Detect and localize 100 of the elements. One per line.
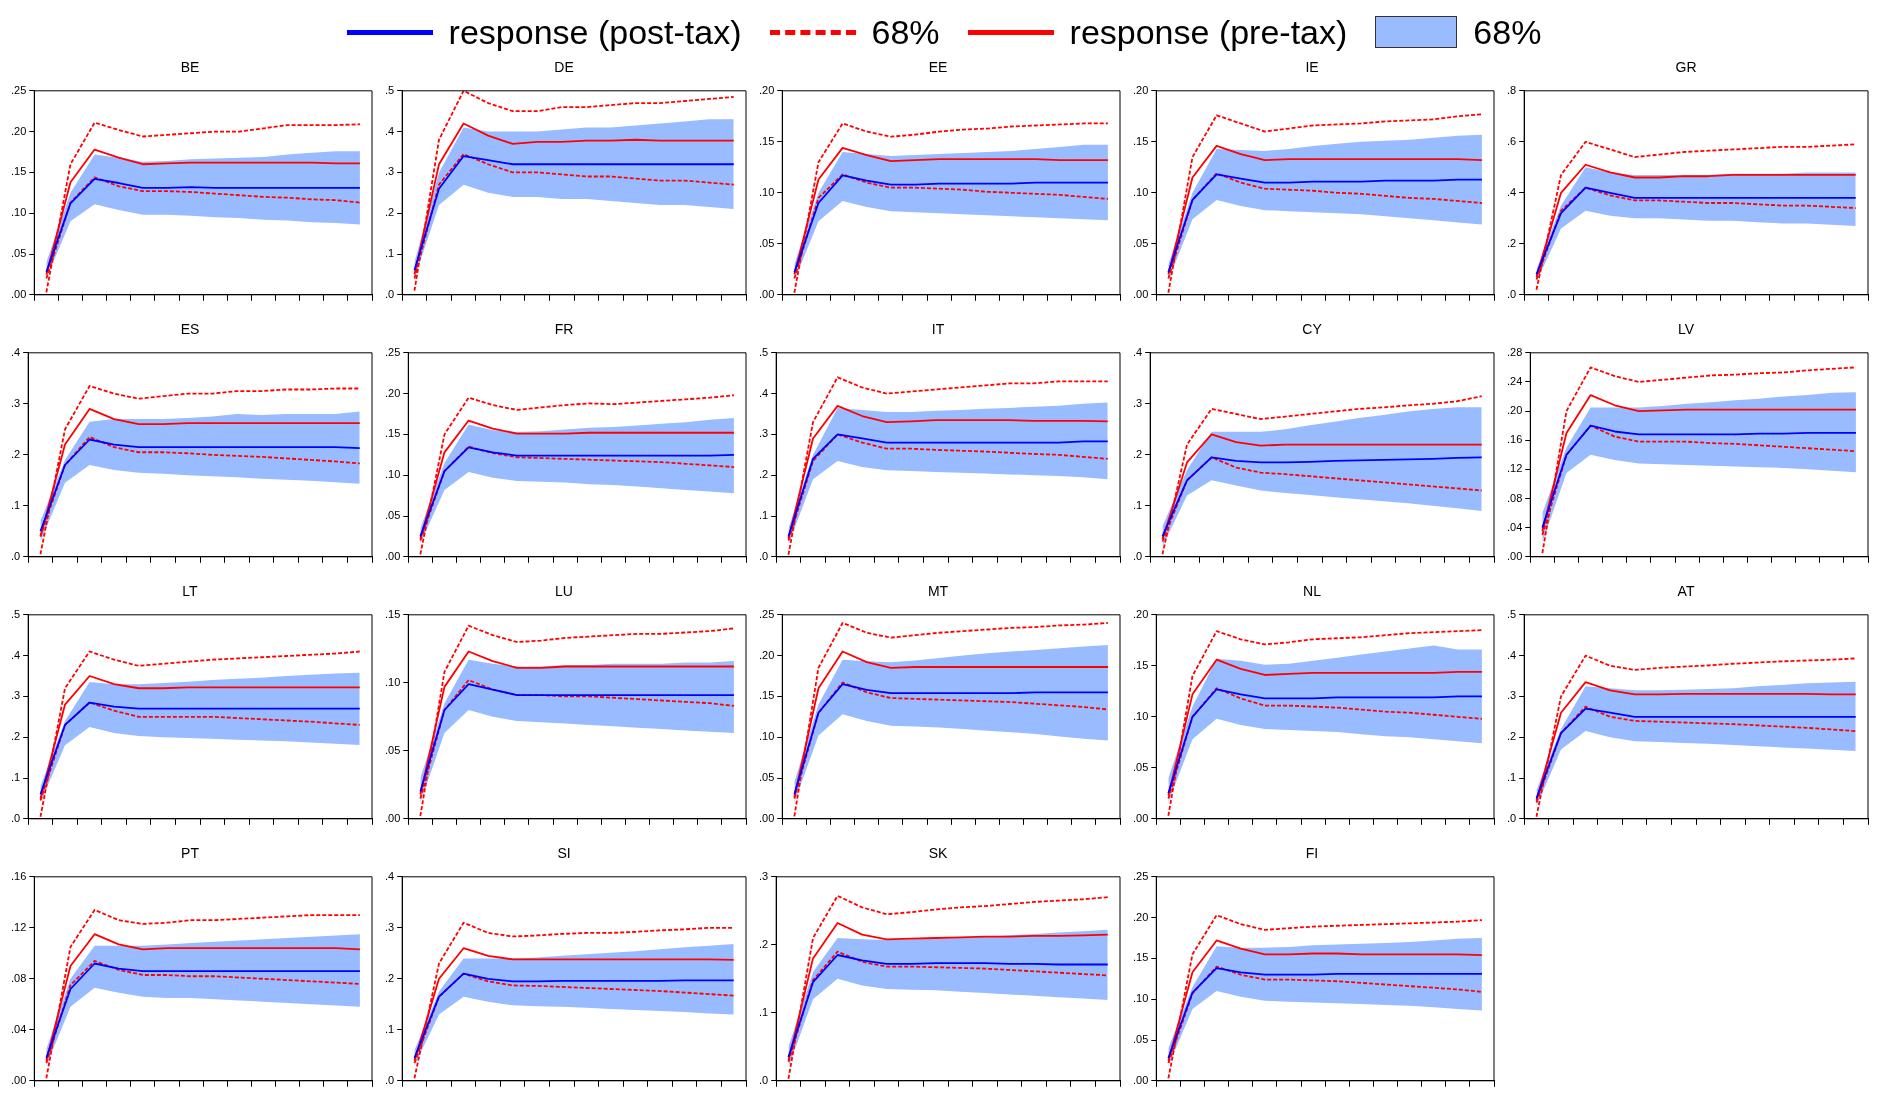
legend-label: 68%: [1473, 12, 1542, 52]
y-tick-label: .3: [1506, 689, 1517, 702]
chart-title: AT: [1677, 583, 1695, 600]
y-tick-label: .4: [1506, 185, 1517, 198]
y-tick-label: .2: [1132, 447, 1143, 460]
y-tick-label: .20: [10, 124, 27, 137]
chart-title: LV: [1677, 321, 1695, 338]
y-tick-label: .10: [384, 468, 401, 481]
y-tick-label: .0: [1506, 811, 1517, 824]
y-tick-label: .2: [1506, 730, 1517, 743]
y-tick-label: .4: [758, 386, 769, 399]
y-tick-label: .00: [1132, 1073, 1149, 1086]
y-tick-label: .2: [758, 937, 769, 950]
y-tick-label: .20: [758, 648, 775, 661]
chart-title: EE: [928, 59, 948, 76]
y-tick-label: .08: [10, 971, 27, 984]
y-tick-label: .0: [384, 1073, 395, 1086]
y-tick-label: .2: [1506, 236, 1517, 249]
chart-title: SI: [557, 845, 571, 862]
y-tick-label: .16: [1506, 433, 1523, 446]
y-tick-label: .2: [758, 468, 769, 481]
y-tick-label: .25: [1132, 869, 1149, 882]
y-tick-label: .1: [1132, 498, 1143, 511]
legend-label: response (pre-tax): [1069, 12, 1348, 52]
y-tick-label: .15: [384, 607, 401, 620]
y-tick-label: .2: [10, 730, 21, 743]
y-tick-label: .20: [1506, 404, 1523, 417]
y-tick-label: .3: [1132, 396, 1143, 409]
y-tick-label: .15: [1132, 951, 1149, 964]
y-tick-label: .05: [10, 247, 27, 260]
y-tick-label: .1: [758, 1005, 769, 1018]
chart-title: SK: [928, 845, 948, 862]
chart-title: CY: [1302, 321, 1323, 338]
y-tick-label: .00: [1132, 811, 1149, 824]
y-tick-label: .00: [758, 287, 775, 300]
y-tick-label: .20: [758, 83, 775, 96]
y-tick-label: .3: [758, 869, 769, 882]
y-tick-label: .25: [758, 607, 775, 620]
y-tick-label: .10: [384, 675, 401, 688]
y-tick-label: .3: [384, 165, 395, 178]
chart-title: BE: [180, 59, 200, 76]
y-tick-label: .4: [1132, 345, 1143, 358]
y-tick-label: .04: [1506, 520, 1523, 533]
y-tick-label: .10: [758, 730, 775, 743]
y-tick-label: .5: [1506, 607, 1517, 620]
y-tick-label: .10: [1132, 992, 1149, 1005]
y-tick-label: .5: [10, 607, 21, 620]
y-tick-label: .20: [384, 386, 401, 399]
y-tick-label: .05: [384, 743, 401, 756]
y-tick-label: .20: [1132, 83, 1149, 96]
y-tick-label: .00: [10, 287, 27, 300]
y-tick-label: .4: [10, 648, 21, 661]
y-tick-label: .3: [384, 920, 395, 933]
chart-title: LU: [555, 583, 573, 600]
y-tick-label: .15: [384, 427, 401, 440]
y-tick-label: .20: [1132, 910, 1149, 923]
y-tick-label: .25: [384, 345, 401, 358]
y-tick-label: .24: [1506, 374, 1523, 387]
y-tick-label: .1: [10, 498, 21, 511]
y-tick-label: .4: [1506, 648, 1517, 661]
y-tick-label: .10: [758, 185, 775, 198]
y-tick-label: .8: [1506, 83, 1517, 96]
chart-title: NL: [1303, 583, 1322, 600]
y-tick-label: .12: [1506, 462, 1523, 475]
chart-title: LT: [182, 583, 199, 600]
y-tick-label: .00: [1132, 287, 1149, 300]
y-tick-label: .25: [10, 83, 27, 96]
y-tick-label: .00: [10, 1073, 27, 1086]
chart-title: DE: [554, 59, 574, 76]
y-tick-label: .15: [758, 134, 775, 147]
y-tick-label: .00: [1506, 549, 1523, 562]
y-tick-label: .15: [758, 689, 775, 702]
y-tick-label: .00: [758, 811, 775, 824]
y-tick-label: .05: [1132, 760, 1149, 773]
y-tick-label: .4: [10, 345, 21, 358]
y-tick-label: .05: [1132, 1033, 1149, 1046]
y-tick-label: .15: [1132, 134, 1149, 147]
y-tick-label: .0: [10, 811, 21, 824]
y-tick-label: .05: [758, 236, 775, 249]
y-tick-label: .2: [384, 206, 395, 219]
chart-title: FI: [1305, 845, 1319, 862]
y-tick-label: .0: [1506, 287, 1517, 300]
y-tick-label: .04: [10, 1022, 27, 1035]
chart-title: IE: [1305, 59, 1319, 76]
y-tick-label: .00: [384, 811, 401, 824]
y-tick-label: .12: [10, 920, 27, 933]
y-tick-label: .28: [1506, 345, 1523, 358]
y-tick-label: .4: [384, 124, 395, 137]
y-tick-label: .10: [1132, 709, 1149, 722]
y-tick-label: .10: [10, 206, 27, 219]
y-tick-label: .0: [758, 1073, 769, 1086]
y-tick-label: .1: [10, 771, 21, 784]
y-tick-label: .2: [384, 971, 395, 984]
y-tick-label: .20: [1132, 607, 1149, 620]
y-tick-label: .1: [1506, 771, 1517, 784]
y-tick-label: .5: [384, 83, 395, 96]
y-tick-label: .05: [384, 509, 401, 522]
y-tick-label: .10: [1132, 185, 1149, 198]
chart-title: GR: [1675, 59, 1697, 76]
y-tick-label: .08: [1506, 491, 1523, 504]
